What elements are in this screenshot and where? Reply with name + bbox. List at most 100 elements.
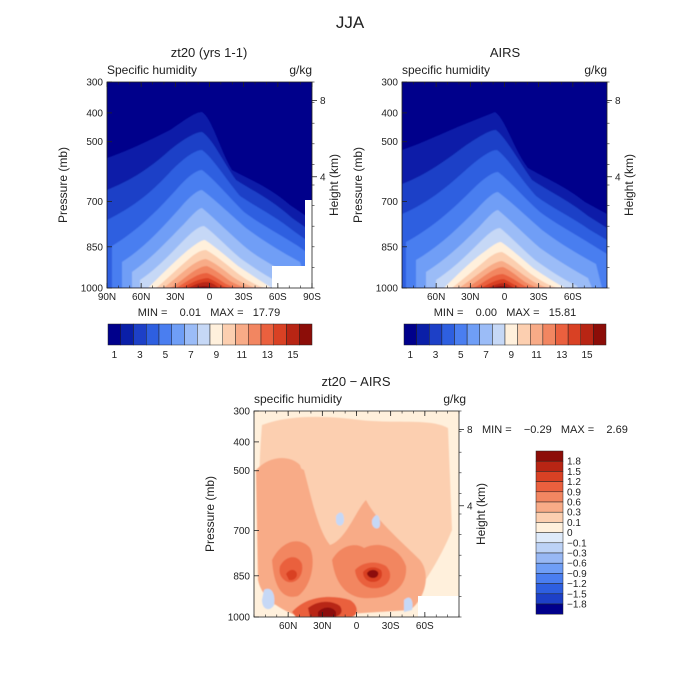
- panel-title: zt20 − AIRS: [321, 374, 390, 389]
- colorbar-swatch: [492, 323, 506, 346]
- colorbar-swatch: [542, 323, 556, 346]
- colorbar-swatch: [260, 323, 274, 346]
- colorbar-swatch: [535, 501, 564, 513]
- colorbar-swatch: [222, 323, 236, 346]
- colorbar-label: −0.1: [567, 538, 587, 549]
- right-string: g/kg: [443, 392, 466, 406]
- colorbar-swatch: [504, 323, 518, 346]
- y-tick-label: 700: [86, 197, 103, 208]
- right-string: g/kg: [584, 63, 607, 77]
- stats-text: MIN = −0.29 MAX = 2.69: [482, 424, 628, 436]
- colorbar-swatch: [248, 323, 262, 346]
- below-surface-mask: [418, 596, 459, 617]
- colorbar-swatch: [535, 603, 564, 615]
- x-tick-label: 60N: [132, 292, 150, 303]
- colorbar-swatch: [158, 323, 172, 346]
- colorbar-swatch: [171, 323, 185, 346]
- height-axis-title: Height (km): [474, 483, 488, 545]
- stats-text: MIN = 0.00 MAX = 15.81: [434, 307, 576, 319]
- colorbar-swatch: [580, 323, 594, 346]
- y-axis-title: Pressure (mb): [203, 476, 217, 552]
- colorbar-swatch: [286, 323, 300, 346]
- y-tick-label: 300: [381, 78, 398, 89]
- x-tick-label: 30N: [166, 292, 184, 303]
- colorbar-label: 11: [531, 350, 542, 361]
- colorbar-zt20: 1 3 5 7 9 11 13 15: [107, 323, 313, 361]
- y-tick-label: 400: [381, 108, 398, 119]
- colorbar-swatch: [535, 562, 564, 574]
- colorbar-swatch: [535, 471, 564, 482]
- colorbar-label: 9: [214, 350, 220, 361]
- colorbar-label: 11: [237, 350, 248, 361]
- colorbar-swatch: [466, 323, 480, 346]
- height-tick-label: 4: [320, 172, 326, 183]
- colorbar-swatch: [107, 323, 121, 346]
- y-tick-label: 300: [86, 78, 103, 89]
- colorbar-label: 1: [408, 350, 414, 361]
- y-tick-label: 400: [86, 108, 103, 119]
- colorbar-label: 3: [433, 350, 439, 361]
- colorbar-label: 15: [582, 350, 594, 361]
- x-tick-label: 90S: [303, 292, 321, 303]
- colorbar-swatch: [535, 573, 564, 584]
- x-tick-label: 90N: [98, 292, 116, 303]
- colorbar-label: −1.8: [567, 600, 587, 611]
- below-surface-mask: [305, 200, 312, 288]
- x-tick-label: 60S: [269, 292, 287, 303]
- colorbar-swatch: [429, 323, 443, 346]
- y-tick-label: 1000: [228, 613, 251, 624]
- colorbar-label: 1.2: [567, 477, 581, 488]
- y-tick-label: 850: [381, 242, 398, 253]
- humidity-contours: [402, 112, 607, 288]
- difference-contours: [256, 416, 452, 617]
- y-axis-title: Pressure (mb): [351, 147, 365, 223]
- axis-ticks: 300 400 500 700 850 1000 8 4 60N 30N 0 30S 60S Pressu…: [203, 407, 488, 633]
- x-tick-label: 60N: [427, 292, 445, 303]
- colorbar-swatch: [146, 323, 160, 346]
- height-tick-label: 8: [615, 96, 621, 107]
- axis-ticks: 300 400 500 700 850 1000 8 4 60N 30N 0 30S 60S Pressu…: [351, 78, 636, 304]
- colorbar-swatch: [593, 323, 607, 346]
- height-tick-label: 4: [467, 501, 473, 512]
- colorbar-swatch: [535, 583, 564, 595]
- y-tick-label: 500: [86, 137, 103, 148]
- y-tick-label: 700: [233, 526, 250, 537]
- height-tick-label: 4: [615, 172, 621, 183]
- colorbar-swatch: [235, 323, 249, 346]
- colorbar-airs: 1 3 5 7 9 11 13 15: [403, 323, 607, 361]
- colorbar-label: 13: [262, 350, 274, 361]
- colorbar-label: 0.3: [567, 508, 581, 519]
- left-string: Specific humidity: [107, 63, 197, 77]
- x-tick-label: 30S: [382, 621, 400, 632]
- figure-title: JJA: [336, 13, 365, 32]
- colorbar-swatch: [535, 481, 564, 493]
- colorbar-swatch: [555, 323, 569, 346]
- colorbar-label: 3: [137, 350, 143, 361]
- colorbar-label: 0.9: [567, 487, 581, 498]
- colorbar-swatch: [535, 542, 564, 554]
- below-surface-mask: [272, 266, 312, 288]
- colorbar-swatch: [299, 323, 313, 346]
- colorbar-label: −1.5: [567, 589, 587, 600]
- contour-field: [254, 411, 459, 617]
- colorbar-label: −1.2: [567, 579, 587, 590]
- colorbar-label: 13: [556, 350, 568, 361]
- x-tick-label: 30N: [313, 621, 331, 632]
- left-string: specific humidity: [254, 392, 342, 406]
- right-string: g/kg: [289, 63, 312, 77]
- colorbar-swatch: [535, 532, 564, 544]
- colorbar-label: 7: [483, 350, 489, 361]
- panel-airs: AIRS specific humidity g/kg: [351, 45, 636, 303]
- colorbar-label: 0: [567, 528, 573, 539]
- y-axis-title: Pressure (mb): [56, 147, 70, 223]
- colorbar-swatch: [517, 323, 531, 346]
- panel-title: AIRS: [490, 45, 521, 60]
- colorbar-swatch: [567, 323, 581, 346]
- colorbar-swatch: [133, 323, 147, 346]
- y-tick-label: 850: [233, 571, 250, 582]
- colorbar-label: 7: [188, 350, 194, 361]
- x-tick-label: 0: [502, 292, 508, 303]
- x-tick-label: 30S: [530, 292, 548, 303]
- colorbar-swatch: [479, 323, 493, 346]
- colorbar-swatch: [535, 511, 564, 523]
